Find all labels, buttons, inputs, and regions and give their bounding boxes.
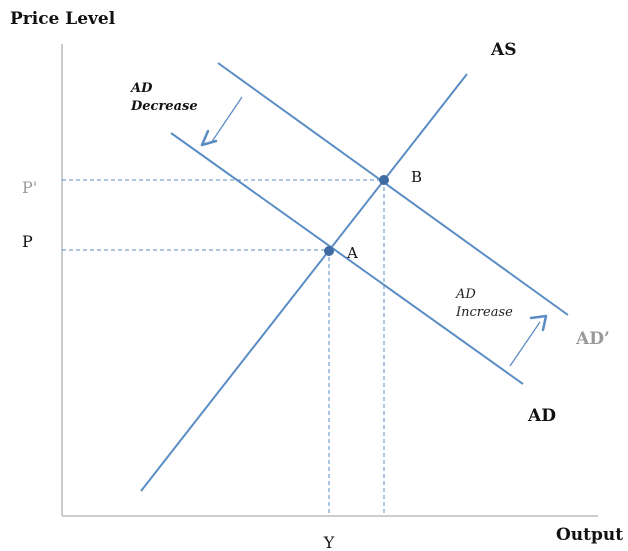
ad-decrease-label-line2: Decrease: [130, 99, 198, 114]
ad-curve: [170, 132, 524, 385]
ad-prime-curve: [217, 62, 569, 316]
ad-increase-arrow-shaft: [509, 321, 541, 367]
p-tick-label: P: [22, 232, 33, 251]
ad-increase-label-line1: AD: [455, 287, 476, 302]
y-tick-label: Y: [323, 533, 335, 551]
point-a-label: A: [346, 244, 358, 262]
ad-decrease-label-line1: AD: [129, 81, 153, 96]
as-curve-label: AS: [490, 40, 516, 60]
point-a-marker: [324, 246, 334, 256]
ad-curve-label: AD: [527, 406, 556, 426]
x-axis-title: Output: [556, 525, 623, 545]
ad-decrease-arrow-head: [200, 129, 218, 147]
p-prime-tick-label: P': [22, 178, 37, 197]
as-curve: [140, 73, 468, 492]
point-b-marker: [379, 175, 389, 185]
point-b-label: B: [411, 168, 422, 186]
ad-prime-curve-label: AD’: [575, 329, 610, 349]
ad-increase-label-line2: Increase: [455, 305, 513, 320]
ad-decrease-arrow-shaft: [210, 96, 243, 144]
ad-increase-arrow-head: [529, 314, 548, 332]
y-axis-title: Price Level: [10, 9, 116, 29]
